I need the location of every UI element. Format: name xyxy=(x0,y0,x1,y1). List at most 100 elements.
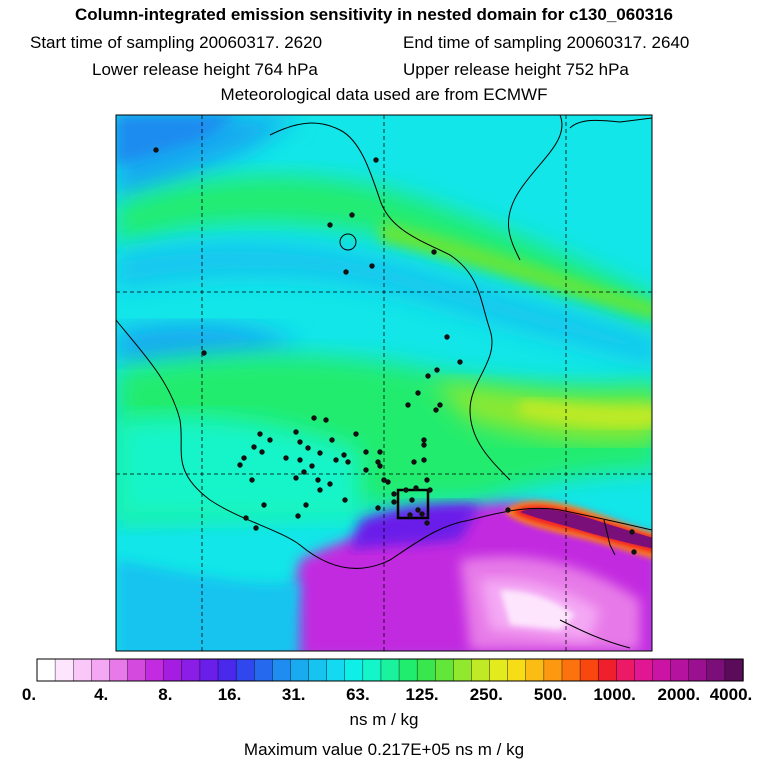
colorbar-cell xyxy=(326,658,346,682)
colorbar-cell xyxy=(109,658,129,682)
colorbar-cell xyxy=(561,658,581,682)
sampling-point-marker xyxy=(424,477,430,483)
sampling-point-marker xyxy=(342,497,348,503)
sampling-point-marker xyxy=(385,479,391,485)
sampling-point-marker xyxy=(413,485,419,491)
sampling-point-marker xyxy=(293,475,299,481)
sampling-point-marker xyxy=(153,147,159,153)
colorbar-cell xyxy=(272,658,292,682)
colorbar-cell xyxy=(435,658,455,682)
colorbar-cell xyxy=(54,658,74,682)
colorbar-units: ns m / kg xyxy=(349,710,419,729)
lower-release-label: Lower release height 764 hPa xyxy=(92,60,318,79)
sampling-point-marker xyxy=(257,431,263,437)
sampling-point-marker xyxy=(353,431,359,437)
sampling-point-marker xyxy=(333,457,339,463)
sampling-point-marker xyxy=(341,452,347,458)
colorbar-cell xyxy=(597,658,617,682)
sampling-point-marker xyxy=(419,511,425,517)
sampling-point-marker xyxy=(631,549,637,555)
colorbar-cell xyxy=(724,658,744,682)
sampling-point-marker xyxy=(345,459,351,465)
sampling-point-marker xyxy=(293,429,299,435)
colorbar-cell xyxy=(290,658,310,682)
sampling-point-marker xyxy=(261,502,267,508)
colorbar-tick-label: 250. xyxy=(469,685,503,704)
end-sampling-label: End time of sampling 20060317. 2640 xyxy=(403,33,690,52)
receptor-box xyxy=(396,488,430,520)
colorbar-tick-label: 2000. xyxy=(657,685,701,704)
colorbar-cell xyxy=(543,658,563,682)
colorbar-cell xyxy=(36,658,56,682)
sampling-point-marker xyxy=(391,491,397,497)
colorbar-cell xyxy=(670,658,690,682)
colorbar-cell xyxy=(688,658,708,682)
sampling-point-marker xyxy=(297,439,303,445)
sampling-point-marker xyxy=(629,529,635,535)
sampling-point-marker xyxy=(315,477,321,483)
sampling-point-marker xyxy=(415,390,421,396)
maximum-value-label: Maximum value 0.217E+05 ns m / kg xyxy=(243,740,525,759)
sampling-markers xyxy=(153,147,637,555)
sampling-point-marker xyxy=(409,497,415,503)
sampling-point-marker xyxy=(243,515,249,521)
colorbar-cell xyxy=(163,658,183,682)
colorbar-cell xyxy=(507,658,527,682)
colorbar-tick-label: 125. xyxy=(405,685,439,704)
emission-sensitivity-field xyxy=(116,115,652,651)
colorbar-tick-label: 8. xyxy=(158,685,173,704)
sampling-point-marker xyxy=(309,463,315,469)
colorbar-tick-label: 0. xyxy=(21,685,37,704)
start-sampling-label: Start time of sampling 20060317. 2620 xyxy=(30,33,323,52)
colorbar-tick-label: 31. xyxy=(281,685,306,704)
sampling-point-marker xyxy=(375,505,381,511)
colorbar-cell xyxy=(489,658,509,682)
sampling-point-marker xyxy=(407,512,413,518)
sampling-point-marker xyxy=(201,350,207,356)
sampling-point-marker xyxy=(405,402,411,408)
colorbar-cell xyxy=(380,658,400,682)
sampling-point-marker xyxy=(421,437,427,443)
colorbar-cell xyxy=(127,658,147,682)
colorbar-cell xyxy=(525,658,545,682)
colorbar-tick-label: 16. xyxy=(217,685,242,704)
sampling-point-marker xyxy=(424,520,430,526)
sampling-point-marker xyxy=(457,359,463,365)
sampling-point-marker xyxy=(349,212,355,218)
sampling-point-marker xyxy=(411,459,417,465)
sampling-point-marker xyxy=(251,444,257,450)
sampling-point-marker xyxy=(369,263,375,269)
sampling-point-marker xyxy=(431,249,437,255)
colorbar-cell xyxy=(634,658,654,682)
sampling-point-marker xyxy=(327,481,333,487)
sampling-point-marker xyxy=(421,457,427,463)
sampling-point-marker xyxy=(363,467,369,473)
sampling-point-marker xyxy=(305,445,311,451)
colorbar-cell xyxy=(73,658,93,682)
upper-release-label: Upper release height 752 hPa xyxy=(403,60,629,79)
colorbar-cell xyxy=(579,658,599,682)
colorbar-cell xyxy=(91,658,111,682)
sampling-point-marker xyxy=(327,222,333,228)
sampling-point-marker xyxy=(323,417,329,423)
colorbar-cell xyxy=(471,658,491,682)
sampling-point-marker xyxy=(295,513,301,519)
met-data-label: Meteorological data used are from ECMWF xyxy=(220,85,548,104)
sampling-point-marker xyxy=(317,450,323,456)
sampling-point-marker xyxy=(301,469,307,475)
colorbar-cell xyxy=(453,658,473,682)
sampling-point-marker xyxy=(403,487,409,493)
sampling-point-marker xyxy=(433,407,439,413)
sampling-point-marker xyxy=(297,457,303,463)
colorbar-cell xyxy=(181,658,201,682)
colorbar-cell xyxy=(652,658,672,682)
sampling-point-marker xyxy=(253,525,259,531)
colorbar-cell xyxy=(254,658,274,682)
colorbar-cell xyxy=(145,658,165,682)
sampling-point-marker xyxy=(427,487,433,493)
figure-title: Column-integrated emission sensitivity i… xyxy=(74,5,674,24)
sampling-point-marker xyxy=(381,477,387,483)
sampling-point-marker xyxy=(241,455,247,461)
colorbar-tick-label: 63. xyxy=(346,685,370,704)
